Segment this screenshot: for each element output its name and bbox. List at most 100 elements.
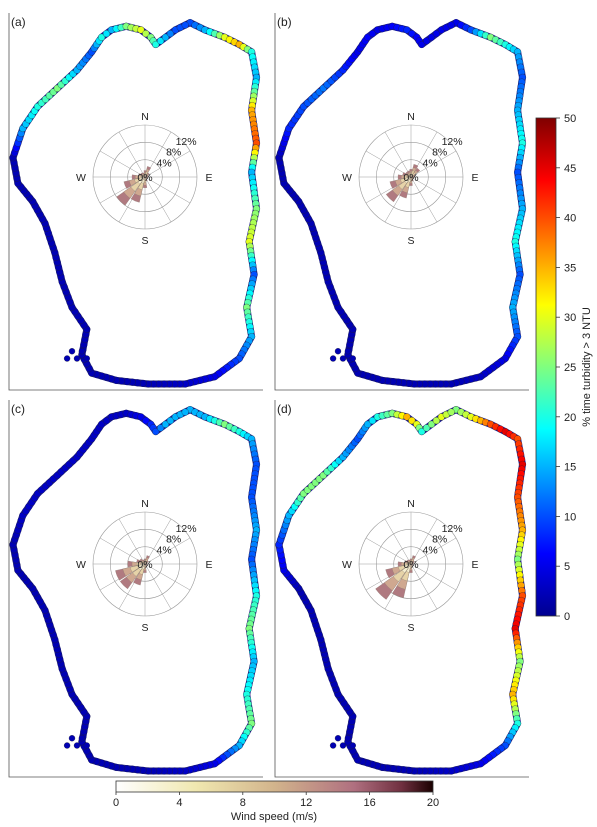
compass-label: S (141, 622, 148, 634)
wind-rose-spoke (118, 131, 146, 178)
turbidity-colorbar-tick-label: 25 (564, 362, 576, 374)
panel-axes (274, 13, 529, 391)
turbidity-colorbar-tick-label: 45 (564, 163, 576, 175)
wind-rose: N E S W 4%8%12% 0% (76, 111, 212, 247)
ring-label: 8% (432, 147, 447, 159)
compass-label: E (471, 559, 478, 571)
wind-rose-spoke (144, 563, 191, 591)
turbidity-point (83, 355, 90, 362)
panel-axes (274, 400, 529, 778)
turbidity-colorbar-tick-label: 15 (564, 462, 576, 474)
turbidity-colorbar-tick-label: 0 (564, 611, 570, 623)
wind-rose-spoke (410, 150, 457, 178)
panel-axes (8, 13, 263, 391)
ring-label: 8% (166, 534, 181, 546)
wind-rose-spoke (410, 563, 457, 591)
turbidity-point (418, 428, 426, 436)
turbidity-point (418, 40, 426, 49)
compass-label: N (407, 498, 415, 510)
turbidity-colorbar-tick-label: 10 (564, 511, 576, 523)
turbidity-point (423, 424, 431, 432)
ring-label: 4% (423, 157, 438, 169)
wind-rose-spoke (410, 563, 438, 610)
wind-rose-spoke (99, 150, 146, 178)
wind-colorbar-tick-label: 0 (113, 797, 119, 809)
turbidity-point (83, 742, 90, 749)
wind-rose-petal (141, 563, 146, 570)
wind-rose-petal (138, 563, 146, 571)
wind-rose-spoke (384, 131, 412, 178)
turbidity-point (63, 355, 71, 362)
turbidity-point (68, 735, 76, 742)
compass-label: S (407, 622, 414, 634)
turbidity-point (166, 30, 174, 38)
map-panel: (c) N E S W 4%8%12% 0% (8, 400, 263, 778)
turbidity-point (349, 742, 356, 749)
turbidity-colorbar-ticks: 0 5 10 15 20 25 30 35 40 45 50 (556, 113, 576, 623)
center-label: 0% (137, 559, 152, 571)
ring-label: 4% (423, 544, 438, 556)
turbidity-point (364, 420, 372, 428)
panel-label: (b) (277, 15, 292, 29)
turbidity-colorbar-tick-label: 40 (564, 213, 576, 225)
turbidity-point (161, 420, 170, 428)
turbidity-point (408, 30, 416, 38)
wind-rose: N E S W 4%8%12% 0% (342, 498, 478, 634)
turbidity-point (166, 417, 174, 425)
wind-rose-spoke (384, 518, 412, 565)
turbidity-point (152, 428, 160, 436)
turbidity-point (368, 417, 377, 425)
turbidity-colorbar-tick-label: 5 (564, 561, 570, 573)
panel-label: (c) (11, 402, 25, 416)
turbidity-colorbar-tick-label: 20 (564, 412, 576, 424)
map-panel: (a) N E S W 4%8%12% 0% (8, 13, 263, 391)
wind-rose-petal (401, 563, 412, 574)
wind-rose-spoke (144, 537, 191, 565)
wind-colorbar-bar (115, 780, 434, 793)
wind-rose-spoke (144, 150, 191, 178)
wind-rose-petal (410, 562, 412, 565)
turbidity-point (181, 408, 189, 416)
turbidity-point (98, 33, 106, 41)
turbidity-point (432, 30, 440, 38)
compass-label: E (205, 559, 212, 571)
turbidity-point (329, 742, 337, 749)
turbidity-point (334, 735, 342, 742)
turbidity-point (408, 417, 416, 425)
turbidity-point (344, 735, 352, 742)
turbidity-point (432, 417, 440, 425)
wind-rose-spoke (118, 518, 146, 565)
turbidity-point (329, 355, 337, 362)
turbidity-colorbar-tick-label: 50 (564, 113, 576, 125)
compass-label: E (471, 172, 478, 184)
wind-colorbar-tick-label: 20 (427, 797, 439, 809)
map-panel: (b) N E S W 4%8%12% 0% (274, 13, 529, 391)
wind-rose-petal (144, 562, 146, 565)
turbidity-point (157, 424, 165, 432)
panel-axes (8, 400, 263, 778)
turbidity-point (364, 33, 372, 41)
turbidity-point (137, 26, 145, 34)
turbidity-point (73, 355, 81, 362)
wind-rose: N E S W 4%8%12% 0% (342, 111, 478, 247)
wind-rose-petal (405, 176, 412, 181)
compass-label: N (407, 111, 415, 123)
turbidity-point (98, 420, 106, 428)
center-label: 0% (403, 559, 418, 571)
wind-colorbar-tick-label: 16 (363, 797, 375, 809)
wind-rose-petal (406, 563, 412, 573)
wind-colorbar-tick-label: 12 (300, 797, 312, 809)
compass-label: E (205, 172, 212, 184)
turbidity-point (78, 735, 86, 742)
ring-label: 12% (176, 523, 197, 535)
wind-rose-spoke (144, 176, 172, 223)
compass-label: S (407, 235, 414, 247)
ring-label: 8% (432, 534, 447, 546)
compass-label: W (342, 172, 352, 184)
wind-rose-petal (137, 563, 146, 569)
turbidity-point (157, 37, 165, 45)
turbidity-colorbar: 0 5 10 15 20 25 30 35 40 45 50 % time turbidity > … (535, 113, 593, 623)
compass-label: N (141, 111, 149, 123)
center-label: 0% (137, 172, 152, 184)
wind-rose-petal (407, 176, 412, 183)
